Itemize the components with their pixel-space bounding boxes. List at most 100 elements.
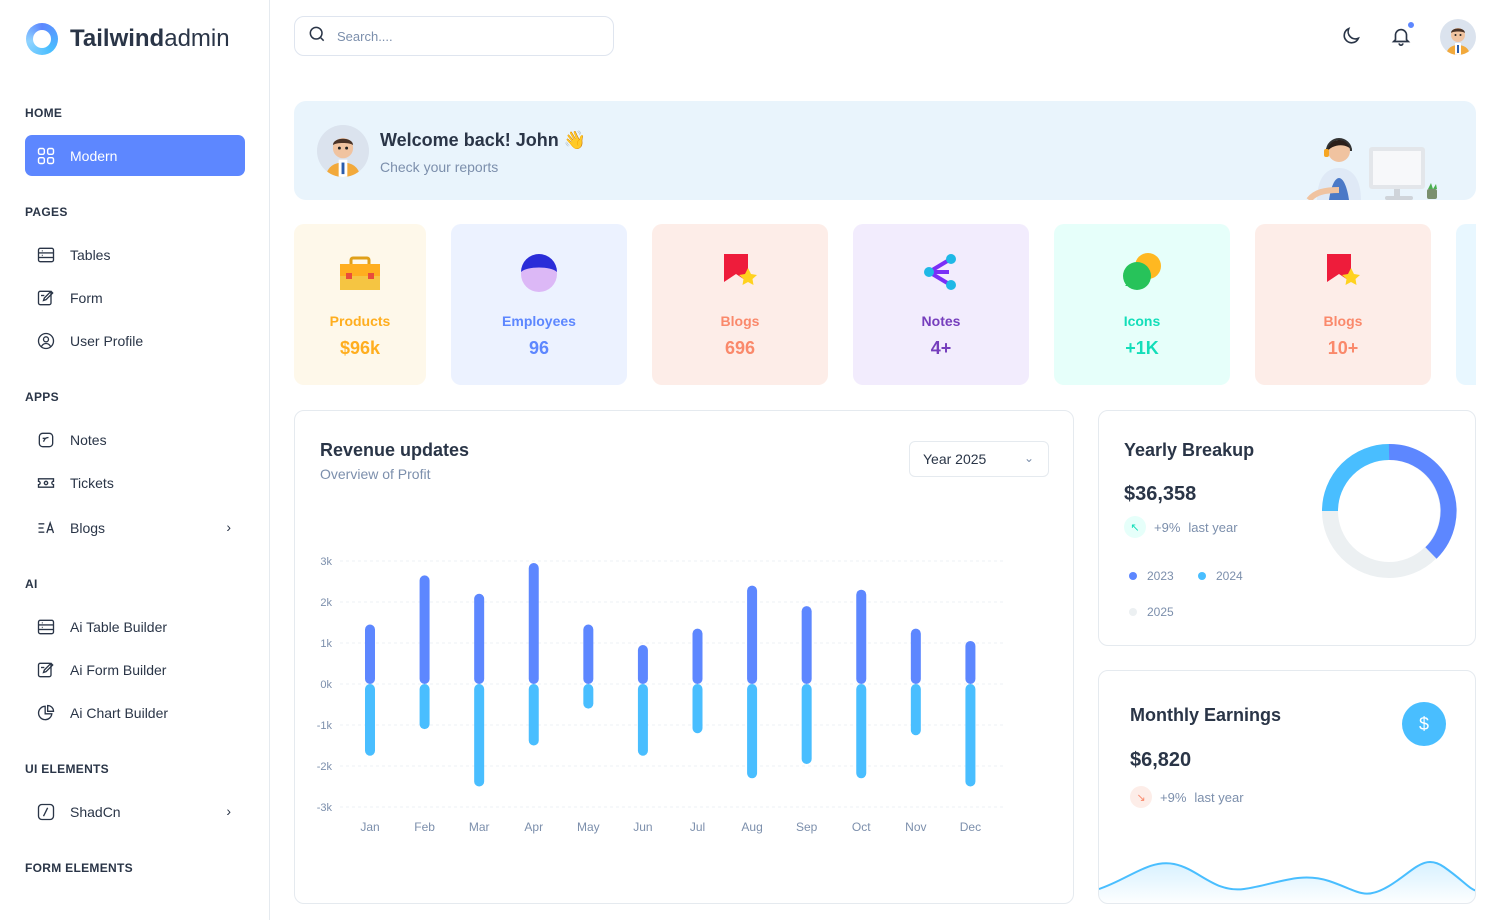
form-icon xyxy=(35,659,57,681)
welcome-banner: Welcome back! John 👋 Check your reports xyxy=(294,101,1476,200)
y-tick-label: 3k xyxy=(320,556,332,568)
search-input[interactable] xyxy=(337,28,587,44)
x-tick-label: Nov xyxy=(905,820,926,834)
sidebar-item-user-profile[interactable]: User Profile xyxy=(25,320,245,361)
sidebar-item-label: Notes xyxy=(70,431,107,448)
x-tick-label: Jul xyxy=(690,820,705,834)
section-home: HOME xyxy=(25,106,63,120)
bar-jun xyxy=(637,645,648,684)
bar-oct xyxy=(856,684,867,779)
section-ai: AI xyxy=(25,577,38,591)
x-tick-label: Mar xyxy=(469,820,490,834)
blog-icon xyxy=(35,517,57,539)
logo-icon xyxy=(26,23,58,55)
currency-dollar-icon[interactable]: $ xyxy=(1402,702,1446,746)
legend-item: 2025 xyxy=(1129,605,1174,619)
year-select[interactable]: Year 2025 ⌄ xyxy=(909,441,1049,477)
stat-label: Products xyxy=(329,313,391,329)
x-tick-label: May xyxy=(577,820,600,834)
stat-value: 96 xyxy=(528,338,550,358)
monthly-earnings-card: Monthly Earnings $6,820 ↘ +9% last year … xyxy=(1098,670,1476,904)
bar-jul xyxy=(692,628,703,684)
stat-card-partial xyxy=(1456,224,1476,385)
bar-dec xyxy=(965,684,976,787)
user-avatar[interactable] xyxy=(1440,19,1476,55)
sidebar-item-tables[interactable]: Tables xyxy=(25,234,245,275)
notes-icon xyxy=(35,429,57,451)
search-box[interactable] xyxy=(294,16,614,56)
bar-may xyxy=(583,624,594,684)
stat-value: 10+ xyxy=(1327,338,1359,358)
stat-value: $96k xyxy=(339,338,381,358)
donut-segment-2024 xyxy=(1322,444,1390,512)
card-title: Monthly Earnings xyxy=(1130,705,1282,725)
stat-card-icons[interactable]: Icons +1K xyxy=(1054,224,1230,385)
stat-label: Employees xyxy=(502,313,576,329)
shadcn-icon xyxy=(35,801,57,823)
sidebar-item-form[interactable]: Form xyxy=(25,277,245,318)
stat-value: +1K xyxy=(1125,338,1159,358)
sidebar-item-ai-table-builder[interactable]: Ai Table Builder xyxy=(25,606,245,647)
yearly-breakup-card: Yearly Breakup $36,358 ↖ +9% last year 2… xyxy=(1098,410,1476,646)
stat-label: Icons xyxy=(1123,313,1161,329)
y-tick-label: 0k xyxy=(320,679,332,691)
brand-logo[interactable]: Tailwindadmin xyxy=(26,23,230,55)
bar-mar xyxy=(474,684,485,787)
sidebar-item-label: Modern xyxy=(70,147,118,164)
y-tick-label: -2k xyxy=(317,761,333,773)
chevron-right-icon: › xyxy=(226,519,231,535)
arrow-down-right-icon: ↘ xyxy=(1130,786,1152,808)
dark-mode-toggle[interactable] xyxy=(1339,24,1363,48)
stat-label: Notes xyxy=(921,313,961,329)
moon-icon xyxy=(1343,27,1360,44)
stat-label: Blogs xyxy=(1323,313,1363,329)
bar-nov xyxy=(910,628,921,684)
stat-card-blogs[interactable]: Blogs 696 xyxy=(652,224,828,385)
bar-aug xyxy=(747,585,758,684)
support-agent-illustration xyxy=(1306,138,1437,200)
stat-card-products[interactable]: Products $96k xyxy=(294,224,426,385)
welcome-avatar xyxy=(317,125,369,177)
sidebar-item-label: Ai Table Builder xyxy=(70,618,168,635)
sidebar-item-modern[interactable]: Modern xyxy=(25,135,245,176)
legend-item: 2023 xyxy=(1129,569,1174,583)
bar-jan xyxy=(365,624,375,684)
bar-may xyxy=(583,684,594,709)
bar-mar xyxy=(474,593,485,684)
stat-card-notes[interactable]: Notes 4+ xyxy=(853,224,1029,385)
donut-segment-2023 xyxy=(1388,443,1457,559)
bar-nov xyxy=(910,684,921,736)
x-tick-label: Oct xyxy=(852,820,871,834)
x-tick-label: Apr xyxy=(524,820,543,834)
chevron-right-icon: › xyxy=(226,803,231,819)
bar-jun xyxy=(637,684,648,756)
sidebar-item-tickets[interactable]: Tickets xyxy=(25,462,245,503)
y-tick-label: -3k xyxy=(317,802,333,814)
notification-dot xyxy=(1407,21,1415,29)
stat-card-blogs-2[interactable]: Blogs 10+ xyxy=(1255,224,1431,385)
sidebar-item-shadcn[interactable]: ShadCn › xyxy=(25,791,245,832)
form-icon xyxy=(35,287,57,309)
monthly-value: $6,820 xyxy=(1130,749,1192,771)
sidebar-item-blogs[interactable]: Blogs › xyxy=(25,507,245,548)
welcome-subtitle: Check your reports xyxy=(380,159,499,175)
x-tick-label: Feb xyxy=(414,820,435,834)
x-tick-label: Jan xyxy=(360,820,379,834)
sidebar-item-label: User Profile xyxy=(70,332,144,349)
x-tick-label: Dec xyxy=(960,820,981,834)
notifications-button[interactable] xyxy=(1389,21,1415,48)
grid-icon xyxy=(35,145,57,167)
sidebar-item-label: Ai Chart Builder xyxy=(70,704,169,721)
stat-card-employees[interactable]: Employees 96 xyxy=(451,224,627,385)
sidebar-item-ai-form-builder[interactable]: Ai Form Builder xyxy=(25,649,245,690)
bell-icon xyxy=(1391,28,1411,46)
bar-apr xyxy=(528,684,539,746)
card-title: Yearly Breakup xyxy=(1124,440,1255,460)
favorite-icon xyxy=(724,254,757,285)
sidebar-item-notes[interactable]: Notes xyxy=(25,419,245,460)
y-tick-label: -1k xyxy=(317,720,333,732)
sidebar-item-ai-chart-builder[interactable]: Ai Chart Builder xyxy=(25,692,245,733)
bar-sep xyxy=(801,606,812,684)
sidebar-item-label: Tables xyxy=(70,246,111,263)
table-icon xyxy=(35,244,57,266)
